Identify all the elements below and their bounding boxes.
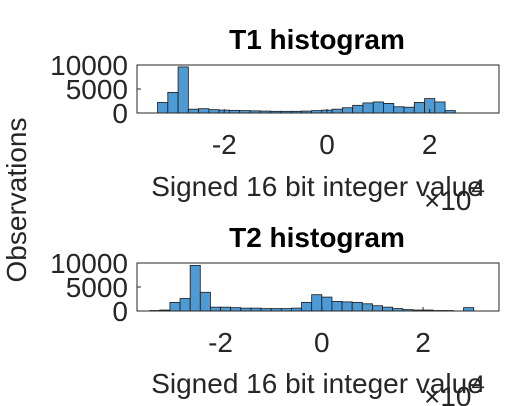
t2-bar — [311, 294, 323, 312]
t2-bars — [149, 264, 475, 312]
t2-bar — [199, 291, 211, 312]
t2-bar — [301, 301, 313, 312]
t1-bar — [362, 102, 374, 114]
t1-bar — [341, 107, 354, 114]
t2-bar — [220, 306, 232, 312]
t2-bar — [189, 264, 201, 312]
t1-bar — [393, 106, 405, 114]
t1-x-tick-label: -2 — [212, 129, 237, 160]
t2-bar — [361, 303, 373, 312]
y-axis-label: Observations — [1, 118, 32, 283]
t2-bar — [169, 301, 181, 312]
t1-bar — [167, 91, 179, 114]
t1-y-tick-label: 5000 — [66, 74, 128, 105]
t2-y-tick-label: 5000 — [66, 272, 128, 303]
t2-bar — [230, 307, 242, 312]
t1-y-tick-label: 10000 — [50, 50, 128, 81]
t1-y-tick-label: 0 — [112, 98, 128, 129]
t2-bar — [382, 306, 394, 312]
t2-exponent-label: ×104 — [424, 371, 485, 406]
t2-bar — [331, 300, 343, 312]
t1-exponent-label: ×104 — [424, 175, 485, 216]
t1-bar — [372, 101, 384, 114]
t2-bar — [321, 296, 333, 312]
t2-x-tick-label: 2 — [415, 327, 431, 358]
t2-bar — [372, 305, 383, 312]
t1-bar — [157, 102, 169, 114]
t1-x-tick-label: 2 — [422, 129, 438, 160]
t1-bar — [383, 103, 395, 114]
t1-bar — [352, 104, 364, 114]
t2-bar — [179, 298, 191, 312]
t2-bar — [341, 301, 353, 312]
t2-x-axis-label: Signed 16 bit integer value — [151, 368, 483, 399]
t1-bar — [208, 109, 220, 114]
t2-title: T2 histogram — [229, 222, 405, 253]
t2-bar — [210, 306, 221, 312]
t2-x-tick-label: 0 — [314, 327, 330, 358]
t1-x-tick-label: 0 — [319, 129, 335, 160]
t1-bars — [157, 66, 456, 114]
t1-x-axis-label: Signed 16 bit integer value — [151, 171, 483, 202]
t2-x-tick-label: -2 — [208, 327, 233, 358]
t1-title: T1 histogram — [229, 24, 405, 55]
t2-y-tick-label: 10000 — [50, 248, 128, 279]
t2-y-tick-label: 0 — [112, 296, 128, 327]
t2-bar — [463, 307, 475, 312]
t1-bar — [198, 108, 210, 114]
t1-bar — [331, 108, 343, 114]
t1-bar — [403, 106, 415, 114]
t1-bar — [434, 101, 446, 114]
t1-bar — [413, 102, 425, 114]
t1-bar — [177, 66, 189, 114]
t1-bar — [187, 108, 200, 114]
t2-bar — [351, 301, 363, 312]
